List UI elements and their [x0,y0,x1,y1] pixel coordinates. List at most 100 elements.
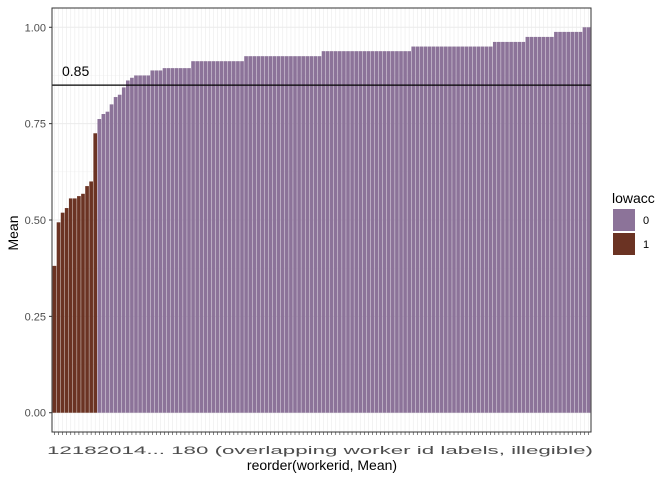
bar [244,56,248,413]
bar [468,46,473,413]
bar [550,36,554,413]
bar [134,75,138,413]
bar [260,56,265,413]
bar [448,46,452,413]
bar [566,31,571,413]
bar [109,104,114,413]
bar [509,41,513,413]
bar [264,56,269,413]
bar [452,46,456,413]
bar [386,51,391,413]
bar [378,51,383,413]
bar [578,31,583,413]
bar [456,46,460,413]
bar [130,77,134,413]
bar [472,46,477,413]
bar [517,41,522,413]
bar [342,51,346,413]
bars [52,27,591,413]
bar [484,46,489,413]
bar [162,68,167,413]
bar [370,51,375,413]
bar [179,68,183,413]
bar [444,46,448,413]
bar [68,198,73,413]
bar [521,41,526,413]
bar [203,61,208,413]
bar [545,36,550,413]
bar [435,46,440,413]
bar [301,56,305,413]
bar [309,56,314,413]
bar [346,51,350,413]
y-tick-label: 0.50 [25,215,46,227]
bar [317,56,322,413]
bar [350,51,354,413]
bar [52,265,57,413]
bar [77,196,81,413]
bar [166,68,171,413]
bar [395,51,399,413]
bar [374,51,379,413]
legend-label-0: 0 [643,215,649,227]
legend-title: lowacc [612,190,655,206]
bar [121,87,126,413]
bar [219,61,224,413]
bar [533,36,538,413]
bar [199,61,204,413]
bar [72,198,77,413]
bar [476,46,481,413]
bar [285,56,289,413]
y-tick-label: 1.00 [25,22,46,34]
bar [513,41,517,413]
bar [187,68,191,413]
bar [105,111,110,413]
bar [329,51,334,413]
bar [64,208,69,413]
reference-line-label: 0.85 [62,63,89,79]
bar [85,186,89,413]
bar [558,31,562,413]
bar [268,56,273,413]
bar [256,56,261,413]
y-axis-label: Mean [5,215,21,250]
bar [570,31,575,413]
bar [272,56,277,413]
bar [142,75,146,413]
bar [174,68,179,413]
bar [305,56,310,413]
bar [399,51,403,413]
bar [586,27,591,413]
bar [293,56,297,413]
bar [97,119,102,413]
bar [423,46,428,413]
bar [236,61,240,413]
bar [582,27,587,413]
bar [480,46,485,413]
legend-swatch-1 [613,233,635,255]
x-axis-label: reorder(workerid, Mean) [247,457,397,473]
bar [150,70,155,413]
bar [93,133,98,413]
bar [537,36,542,413]
legend-label-1: 1 [643,239,649,251]
bar [501,41,505,413]
bar [280,56,285,413]
bar [126,80,130,413]
bar [170,68,175,413]
bar [227,61,232,413]
bar [60,212,65,413]
bar [297,56,301,413]
bar [497,41,501,413]
y-tick-label: 0.00 [25,408,46,420]
bar [183,68,187,413]
bar [211,61,216,413]
bar [81,193,85,413]
bar [525,36,530,413]
bar [554,31,558,413]
bar [391,51,395,413]
bar [252,56,257,413]
bar [529,36,534,413]
bar [158,70,163,413]
bar [431,46,436,413]
